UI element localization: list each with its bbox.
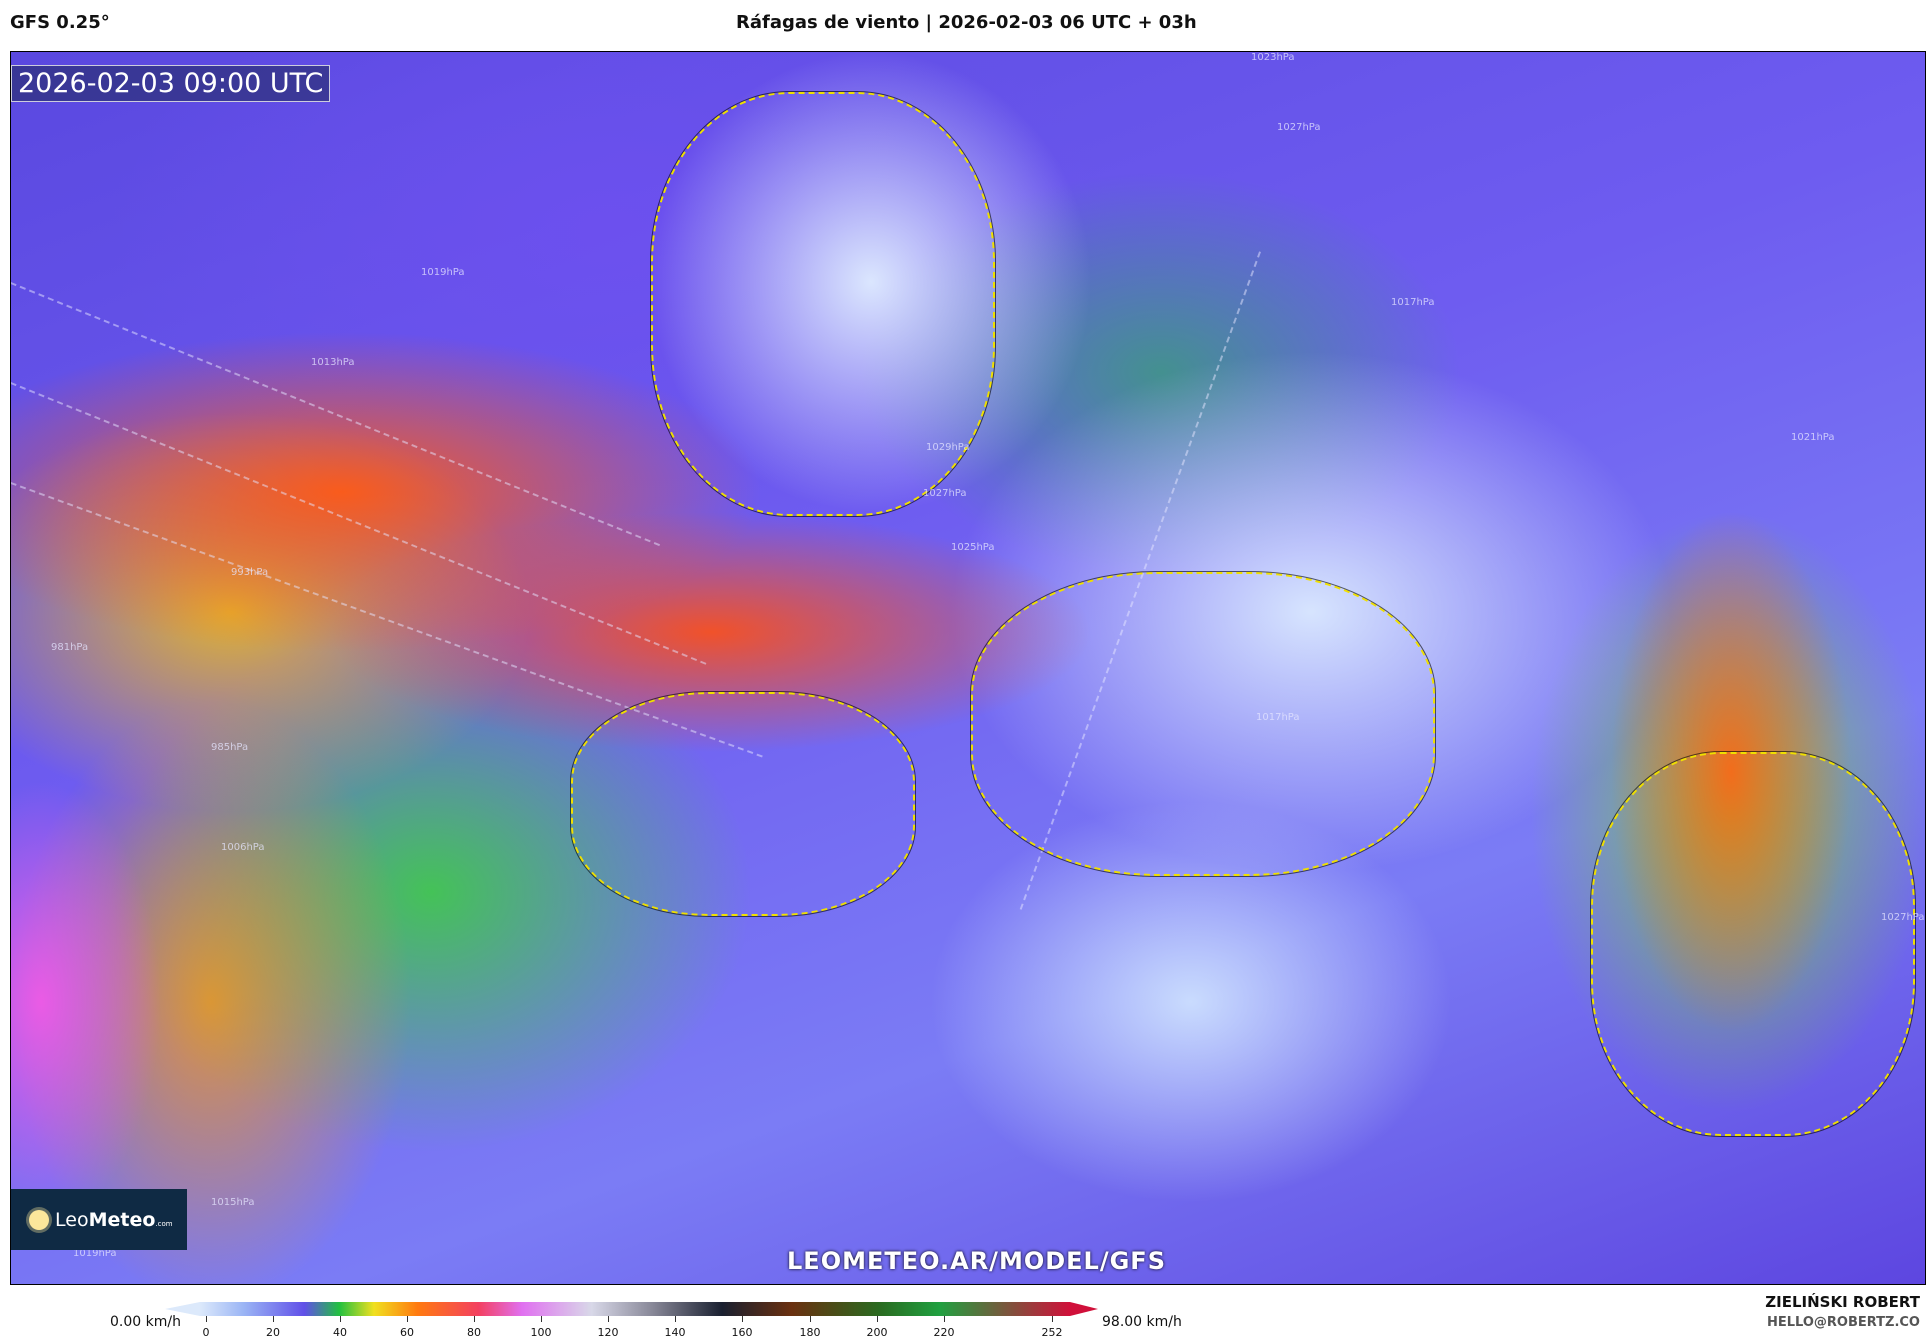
isobar-line	[11, 282, 661, 547]
isobar-label: 1013hPa	[311, 357, 355, 368]
isobar-label: 1025hPa	[951, 542, 995, 553]
isobar-label: 1006hPa	[221, 842, 265, 853]
colorbar-tick-label: 0	[202, 1326, 210, 1339]
model-label: GFS 0.25°	[10, 12, 110, 33]
colorbar-tick-mark	[675, 1316, 676, 1322]
colorbar-tick-mark	[541, 1316, 542, 1322]
isobar-label: 1019hPa	[421, 267, 465, 278]
country-border	[1590, 751, 1916, 1137]
colorbar-tick-mark	[944, 1316, 945, 1322]
colorbar-max-extend	[1070, 1302, 1098, 1316]
author-name: ZIELIŃSKI ROBERT	[1765, 1293, 1920, 1311]
isobar-label: 1027hPa	[1881, 912, 1925, 923]
colorbar-tick-mark	[742, 1316, 743, 1322]
colorbar-min-extend	[165, 1302, 200, 1316]
isobar-label: 1029hPa	[926, 442, 970, 453]
colorbar-tick-label: 60	[400, 1326, 414, 1339]
colorbar-tick-mark	[608, 1316, 609, 1322]
colorbar-tick-mark	[206, 1316, 207, 1322]
colorbar-tick-mark	[877, 1316, 878, 1322]
isobar-label: 985hPa	[211, 742, 249, 753]
isobar-label: 1017hPa	[1256, 712, 1300, 723]
colorbar-tick-label: 180	[799, 1326, 821, 1339]
colorbar-tick-mark	[474, 1316, 475, 1322]
country-border	[570, 691, 916, 917]
colorbar-tick-mark	[340, 1316, 341, 1322]
isobar-label: 1017hPa	[1391, 297, 1435, 308]
colorbar-tick-mark	[1052, 1316, 1053, 1322]
isobar-label: 1015hPa	[211, 1197, 255, 1208]
colorbar-tick-label: 160	[731, 1326, 753, 1339]
colorbar-min-label: 0.00 km/h	[110, 1314, 181, 1330]
map-title: Ráfagas de viento | 2026-02-03 06 UTC + …	[736, 12, 1197, 33]
country-border	[970, 571, 1436, 877]
colorbar-tick-label: 20	[266, 1326, 280, 1339]
colorbar-max-label: 98.00 km/h	[1102, 1314, 1182, 1330]
country-border	[650, 91, 996, 517]
isobar-label: 1023hPa	[1251, 52, 1295, 63]
colorbar-tick-label: 220	[933, 1326, 955, 1339]
colorbar-tick-label: 200	[866, 1326, 888, 1339]
isobar-label: 993hPa	[231, 567, 269, 578]
colorbar-tick-label: 80	[467, 1326, 481, 1339]
wind-gust-map[interactable]: 1023hPa 1027hPa 1019hPa 1013hPa 1029hPa …	[10, 51, 1926, 1285]
colorbar-tick-mark	[407, 1316, 408, 1322]
colorbar-tick-label: 252	[1041, 1326, 1063, 1339]
isobar-label: 1027hPa	[1277, 122, 1321, 133]
watermark: LEOMETEO.AR/MODEL/GFS	[787, 1247, 1166, 1275]
colorbar-tick-label: 120	[597, 1326, 619, 1339]
isobar-label: 1027hPa	[923, 488, 967, 499]
colorbar-tick-label: 40	[333, 1326, 347, 1339]
author-email[interactable]: HELLO@ROBERTZ.CO	[1766, 1315, 1920, 1330]
logo-text: LeoMeteo.com	[55, 1208, 173, 1231]
colorbar	[200, 1302, 1070, 1316]
colorbar-tick-mark	[810, 1316, 811, 1322]
leometeo-logo[interactable]: LeoMeteo.com	[11, 1189, 187, 1250]
colorbar-tick-label: 140	[664, 1326, 686, 1339]
colorbar-tick-label: 100	[530, 1326, 552, 1339]
colorbar-tick-mark	[273, 1316, 274, 1322]
sun-icon	[29, 1209, 49, 1230]
isobar-label: 981hPa	[51, 642, 89, 653]
isobar-label: 1019hPa	[73, 1248, 117, 1259]
valid-time-label: 2026-02-03 09:00 UTC	[11, 65, 331, 102]
isobar-label: 1021hPa	[1791, 432, 1835, 443]
